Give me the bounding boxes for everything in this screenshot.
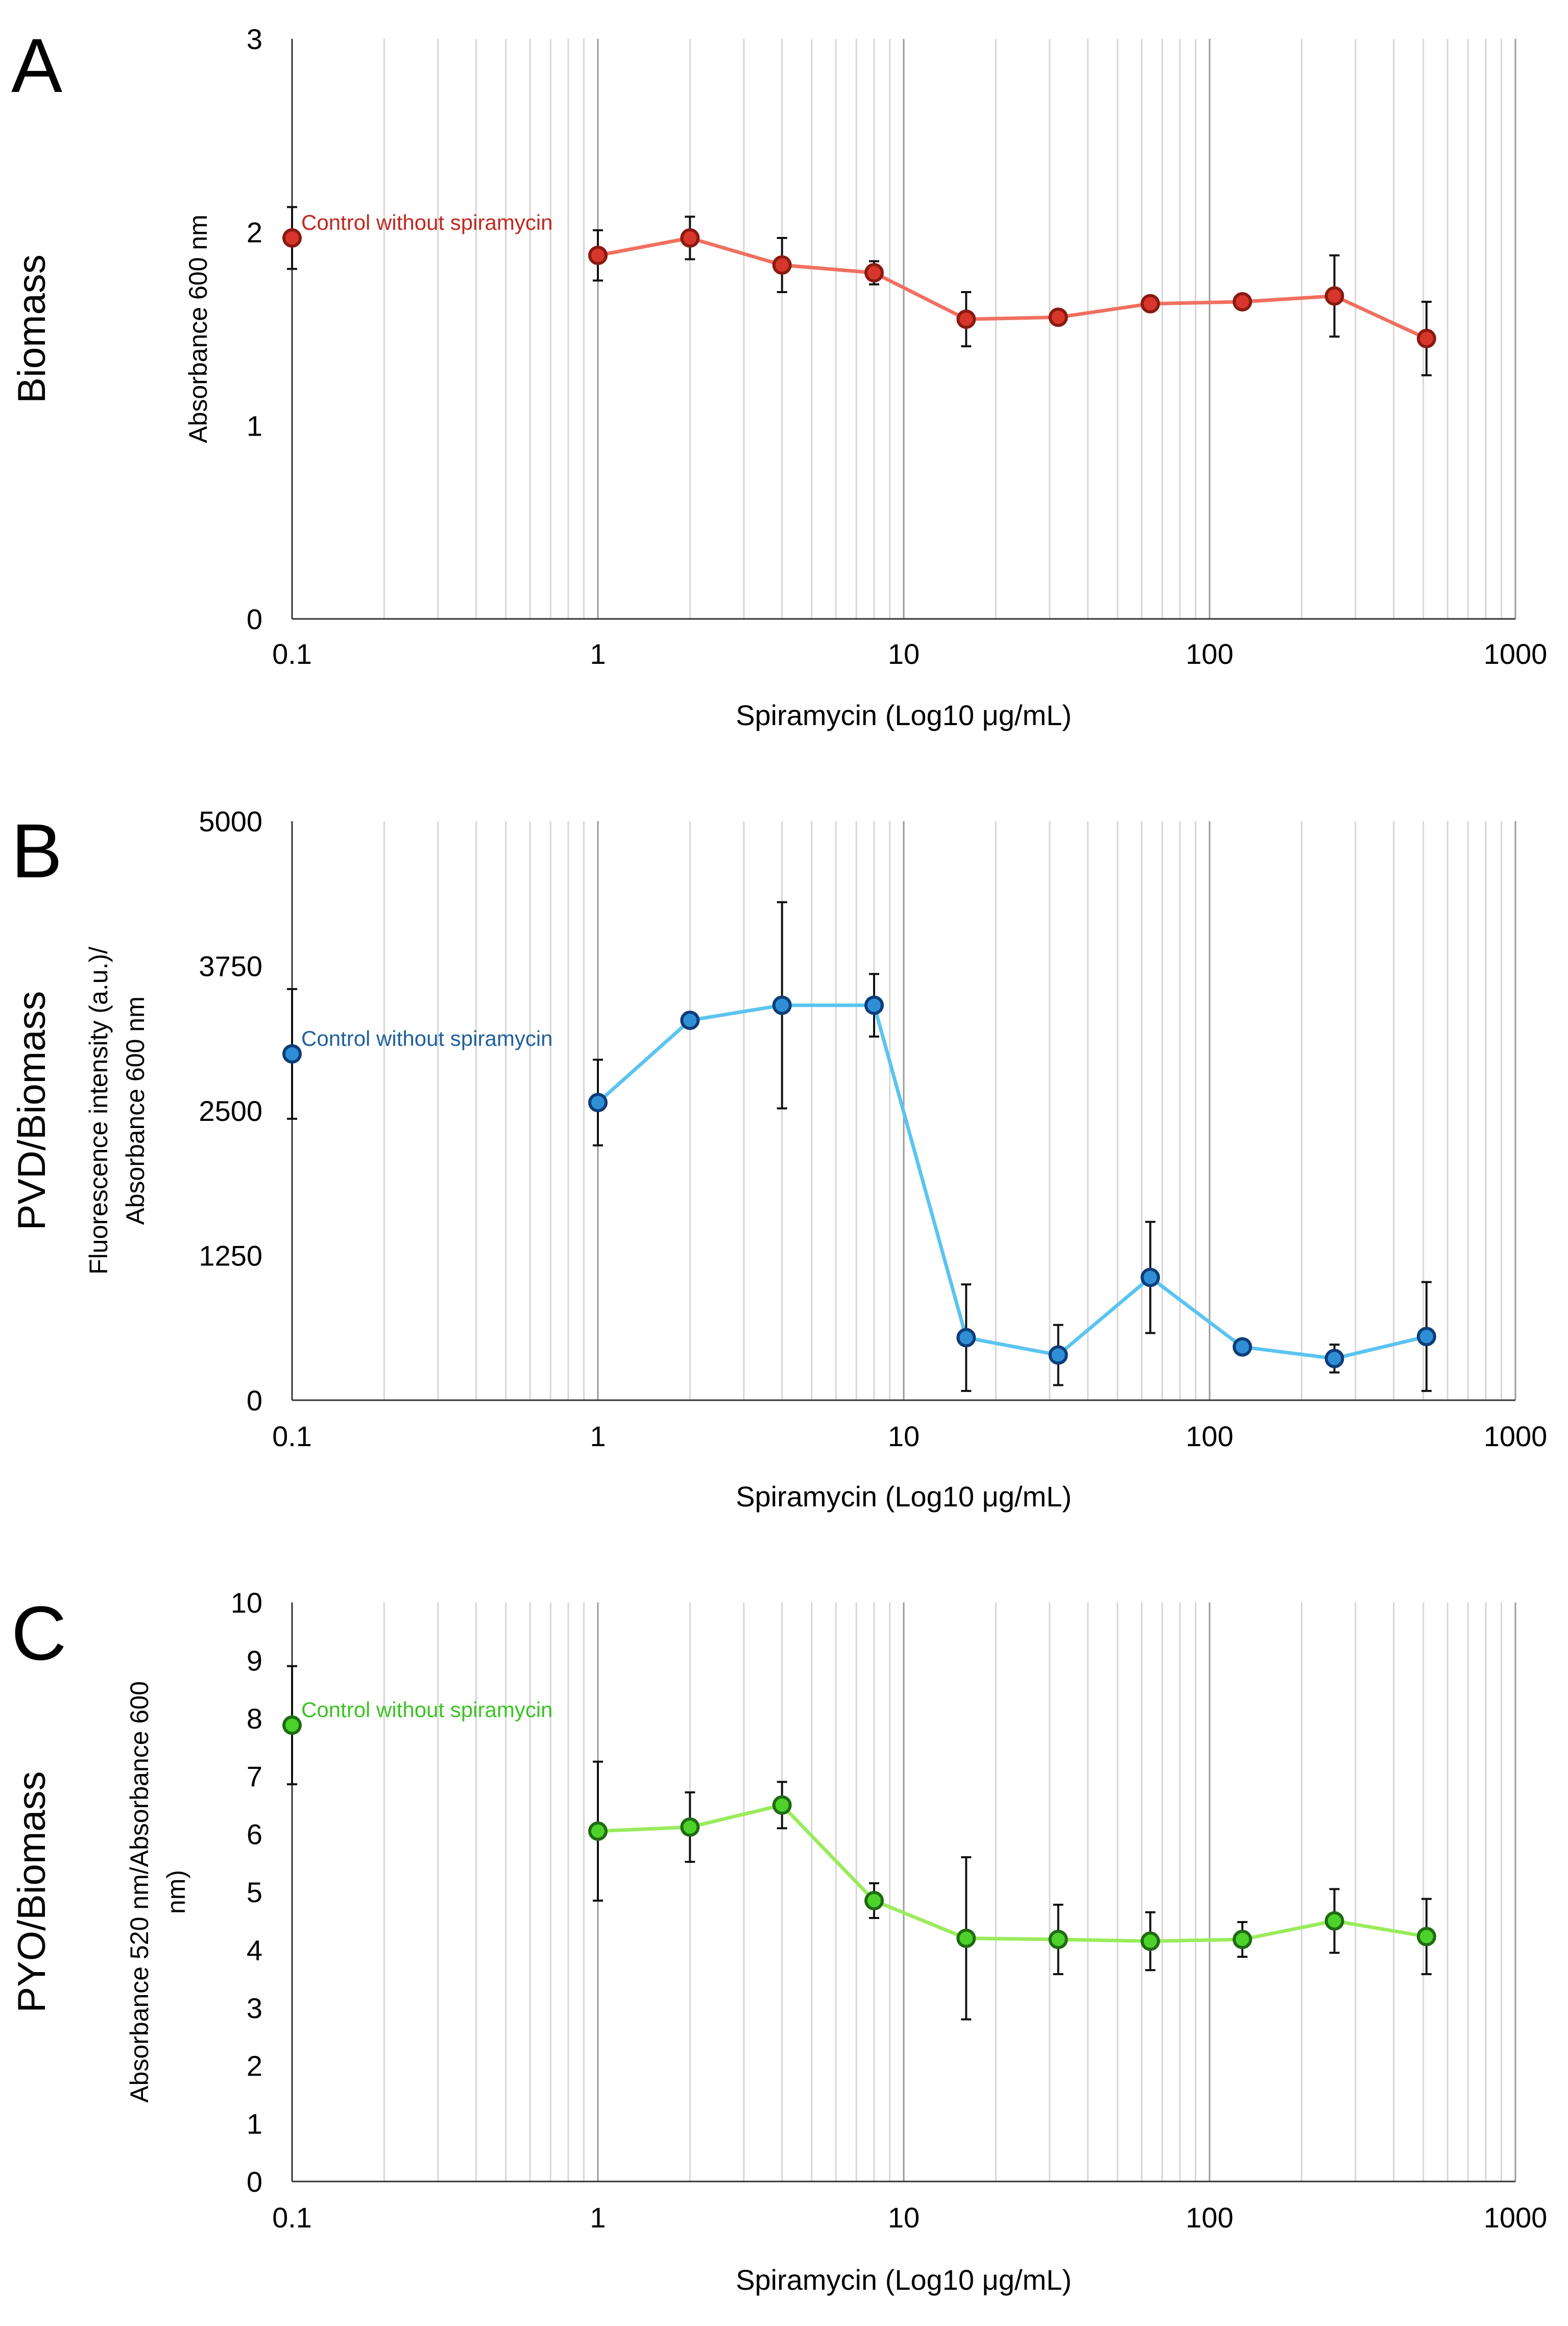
y-tick-label: 5000	[199, 805, 262, 837]
data-point	[864, 1891, 884, 1911]
row-label: PYO/Biomass	[10, 1771, 54, 2012]
data-point	[1324, 286, 1344, 306]
data-point	[1416, 328, 1436, 348]
y-axis-title: nm)	[162, 1870, 190, 1914]
data-point	[1233, 1929, 1252, 1949]
series-line	[597, 236, 1428, 341]
x-axis-title: Spiramycin (Log10 μg/mL)	[736, 699, 1072, 731]
y-tick-label: 1	[247, 410, 262, 442]
x-tick-label: 1	[590, 1420, 606, 1452]
data-point	[588, 1093, 608, 1113]
x-axis-title: Spiramycin (Log10 μg/mL)	[736, 1480, 1072, 1513]
data-point	[956, 1328, 976, 1348]
y-tick-label: 3	[247, 23, 262, 55]
x-tick-label: 0.1	[272, 2201, 312, 2234]
y-tick-label: 3750	[199, 950, 262, 982]
data-point	[864, 995, 884, 1015]
x-tick-label: 100	[1186, 1420, 1233, 1452]
chart-panel-b: B PVD/Biomass Fluorescence intensity (a.u.…	[10, 805, 1547, 1513]
row-label: PVD/Biomass	[10, 991, 54, 1231]
x-tick-label: 1000	[1484, 638, 1548, 670]
x-tick-label: 10	[888, 2201, 920, 2234]
control-point	[282, 228, 302, 248]
x-tick-label: 1000	[1484, 2201, 1548, 2234]
chart-panel-c: C PYO/Biomass Absorbance 520 nm/Absorbance…	[10, 1587, 1547, 2296]
y-tick-label: 0	[247, 603, 262, 635]
y-axis-title: Fluorescence intensity (a.u.)/	[84, 947, 113, 1275]
x-tick-label: 10	[888, 1420, 920, 1452]
control-point	[282, 1044, 302, 1064]
x-tick-label: 10	[888, 638, 920, 670]
control-label: Control without spiramycin	[301, 1026, 553, 1050]
gridlines	[383, 1602, 1516, 2181]
panel-letter: B	[11, 808, 62, 894]
data-point	[956, 1928, 976, 1948]
data-point	[680, 1011, 700, 1030]
control-label: Control without spiramycin	[301, 1697, 553, 1721]
y-axis-title: Absorbance 520 nm/Absorbance 600	[125, 1681, 154, 2103]
data-point	[1233, 292, 1252, 311]
y-tick-label: 2	[247, 2050, 262, 2082]
x-tick-label: 100	[1186, 2201, 1233, 2234]
row-label: Biomass	[10, 254, 54, 403]
y-tick-label: 7	[247, 1760, 262, 1792]
y-tick-label: 2	[247, 217, 262, 249]
y-axis-title: Absorbance 600 nm	[121, 996, 150, 1225]
gridlines	[383, 821, 1516, 1400]
y-tick-label: 5	[247, 1876, 262, 1908]
data-point	[1140, 1267, 1160, 1287]
series-line	[597, 1803, 1427, 1943]
y-tick-label: 1	[247, 2108, 262, 2140]
y-tick-label: 0	[247, 2166, 262, 2198]
x-tick-label: 0.1	[272, 1420, 312, 1452]
x-tick-label: 1000	[1484, 1420, 1548, 1452]
data-point	[1324, 1911, 1344, 1931]
control-point	[282, 1715, 302, 1735]
data-point	[1048, 1929, 1068, 1949]
x-tick-label: 1	[590, 2201, 606, 2234]
data-point	[588, 1821, 608, 1841]
y-tick-label: 9	[247, 1644, 262, 1676]
data-point	[680, 228, 700, 248]
data-point	[1416, 1327, 1436, 1347]
panel-letter: A	[11, 22, 62, 108]
y-tick-label: 8	[247, 1702, 262, 1735]
y-tick-label: 6	[247, 1818, 262, 1851]
data-point	[1324, 1349, 1344, 1369]
y-tick-label: 2500	[199, 1095, 262, 1127]
y-tick-label: 3	[247, 1992, 262, 2024]
x-axis-title: Spiramycin (Log10 μg/mL)	[736, 2264, 1072, 2296]
data-point	[1416, 1927, 1436, 1947]
series-line	[596, 1003, 1427, 1360]
y-tick-label: 1250	[199, 1240, 262, 1272]
y-axis-title: Absorbance 600 nm	[184, 214, 212, 443]
data-point	[1048, 1345, 1068, 1365]
data-point	[588, 246, 608, 266]
y-tick-label: 4	[247, 1934, 262, 1966]
x-tick-label: 1	[590, 638, 606, 670]
data-point	[772, 1795, 792, 1815]
panel-letter: C	[11, 1590, 66, 1676]
gridlines	[383, 39, 1516, 619]
data-point	[864, 263, 884, 283]
chart-panel-a: A Biomass Absorbance 600 nm 0 1 2 3 0.1 1 10 100 10…	[10, 22, 1547, 731]
data-point	[1233, 1337, 1252, 1357]
data-point	[1048, 307, 1068, 327]
control-label: Control without spiramycin	[301, 210, 553, 234]
y-tick-label: 0	[247, 1384, 262, 1417]
data-point	[1140, 294, 1160, 314]
data-point	[956, 309, 976, 329]
data-point	[680, 1817, 700, 1837]
data-point	[1140, 1931, 1160, 1951]
x-tick-label: 0.1	[272, 638, 312, 670]
data-point	[772, 255, 792, 275]
data-point	[772, 995, 792, 1015]
y-tick-label: 10	[231, 1587, 262, 1619]
x-tick-label: 100	[1186, 638, 1233, 670]
